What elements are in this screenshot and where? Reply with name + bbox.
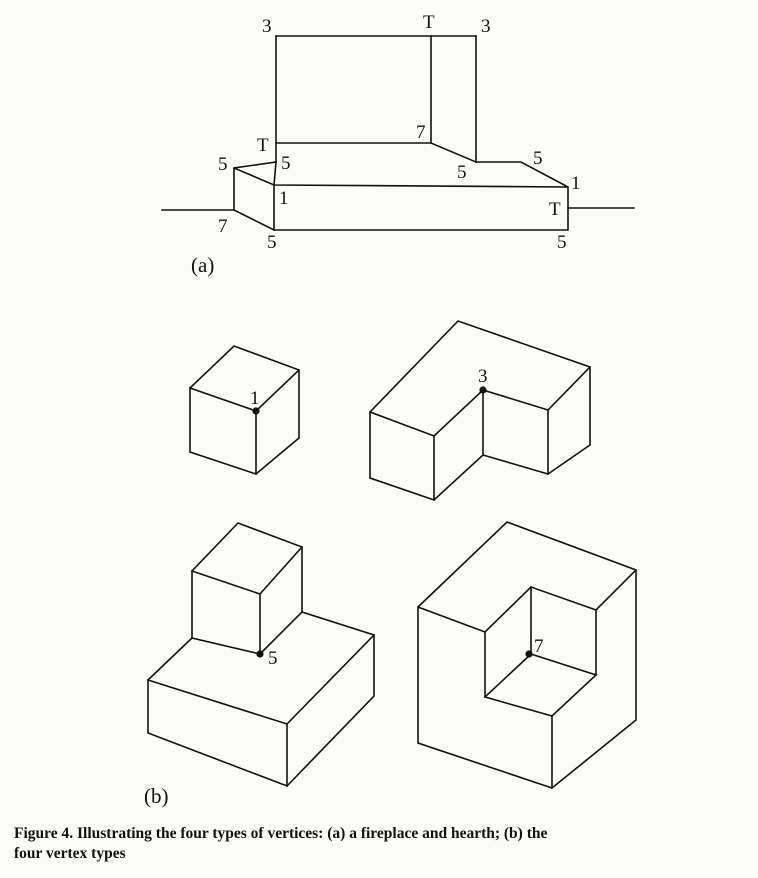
stacked-blocks-type-5: 5 [146,522,376,787]
cube-type-1: 1 [188,345,301,475]
label-inner-7: 7 [416,122,426,143]
l-block-type-3: 3 [368,320,592,501]
hearth-left-face [233,161,277,232]
caption-line-2: four vertex types [14,845,126,862]
label-bottom-left-5: 5 [267,232,277,253]
label-hearth-right-1: 1 [571,173,581,194]
vertex-dot-1 [252,407,260,415]
caption-line-1: Figure 4. Illustrating the four types of… [14,825,548,842]
hearth-front-face [273,186,569,231]
label-stacked-5: 5 [268,648,278,669]
label-l-block-3: 3 [478,366,488,387]
label-corner-7: 7 [534,636,544,657]
notched-block-type-7: 7 [416,521,638,789]
label-top-left-3: 3 [262,16,272,37]
label-top-t: T [423,12,435,33]
fireplace-vertex-labels: 3 T 3 T 5 7 5 5 5 1 1 7 5 T 5 [218,12,581,253]
label-hearth-right-5: 5 [533,148,543,169]
label-inner-5: 5 [457,162,467,183]
label-top-right-3: 3 [481,16,491,37]
label-hearth-left-5: 5 [218,154,228,175]
vertex-dot-5 [256,650,264,658]
label-chimney-5: 5 [281,153,291,174]
vertex-dot-3 [479,386,487,394]
fireplace-drawing [161,35,635,232]
label-right-t: T [549,199,561,220]
vertex-dot-7 [525,650,533,658]
label-bottom-right-5: 5 [557,232,567,253]
label-front-1: 1 [279,188,289,209]
figure-caption: Figure 4. Illustrating the four types of… [14,824,734,864]
panel-label-a: (a) [191,253,214,277]
label-left-7: 7 [218,216,228,237]
fireplace-opening-edge [275,142,478,164]
label-cube-1: 1 [250,388,260,409]
label-chimney-t: T [257,135,269,156]
panel-label-b: (b) [144,784,169,808]
